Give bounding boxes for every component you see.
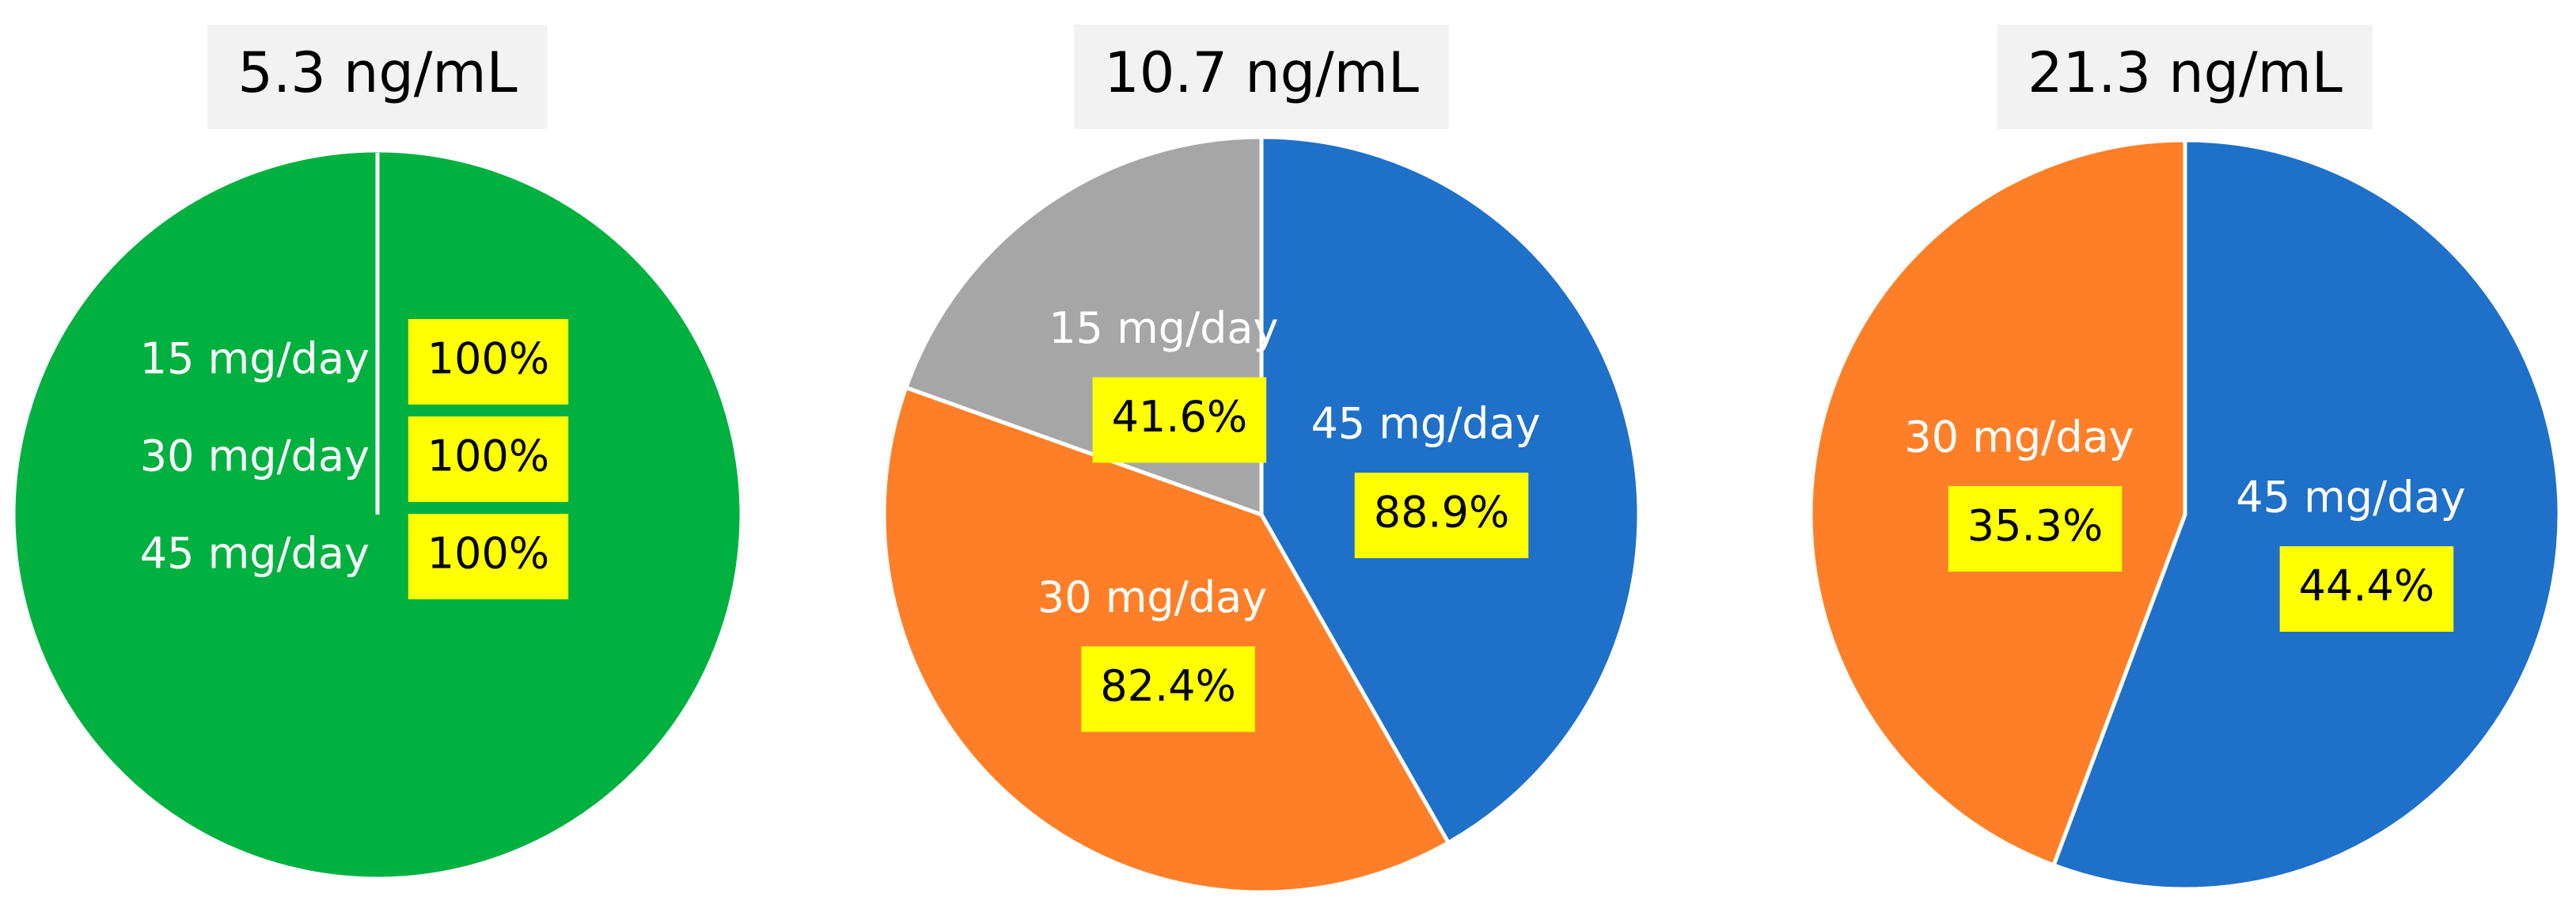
value-label-box	[408, 319, 569, 405]
value-label: 88.9%	[1374, 488, 1510, 538]
value-label: 35.3%	[1967, 501, 2104, 551]
slice-label: 45 mg/day	[1311, 399, 1540, 449]
value-label: 100%	[427, 334, 549, 384]
value-label-group: 35.3%	[1948, 486, 2123, 572]
chart-title: 5.3 ng/mL	[237, 40, 517, 105]
slice-label: 15 mg/day	[140, 334, 370, 384]
value-label-group: 100%	[408, 514, 569, 599]
value-label-group: 82.4%	[1081, 646, 1255, 732]
value-label: 100%	[427, 529, 549, 579]
value-label-group: 44.4%	[2279, 545, 2454, 632]
value-label-group: 100%	[408, 319, 569, 405]
value-label-group: 41.6%	[1092, 377, 1267, 463]
value-label-box	[408, 416, 569, 502]
value-label-box	[408, 514, 569, 599]
value-label: 82.4%	[1100, 661, 1236, 711]
value-label-box	[1092, 377, 1267, 463]
chart-title: 10.7 ng/mL	[1104, 40, 1419, 105]
slice-label: 45 mg/day	[140, 529, 370, 579]
pie-slice	[15, 152, 378, 696]
value-label: 41.6%	[1112, 392, 1248, 442]
value-label: 100%	[427, 431, 549, 481]
value-label: 44.4%	[2299, 561, 2435, 611]
title-box	[1074, 25, 1449, 129]
title-box	[207, 25, 548, 129]
value-label-group: 88.9%	[1354, 473, 1529, 559]
value-label-box	[2279, 545, 2454, 632]
value-label-group: 100%	[408, 416, 569, 502]
value-label-box	[1948, 486, 2123, 572]
slice-label: 30 mg/day	[140, 431, 370, 481]
slice-label: 30 mg/day	[1038, 572, 1267, 622]
value-label-box	[1354, 473, 1529, 559]
value-label-box	[1081, 646, 1255, 732]
title-box	[1997, 25, 2373, 129]
pie-slice	[882, 386, 1451, 895]
chart-title: 21.3 ng/mL	[2028, 40, 2343, 105]
slice-label: 45 mg/day	[2236, 473, 2465, 523]
slice-label: 30 mg/day	[1904, 412, 2134, 462]
slice-label: 15 mg/day	[1049, 303, 1278, 353]
pie-slice	[2051, 138, 2562, 891]
